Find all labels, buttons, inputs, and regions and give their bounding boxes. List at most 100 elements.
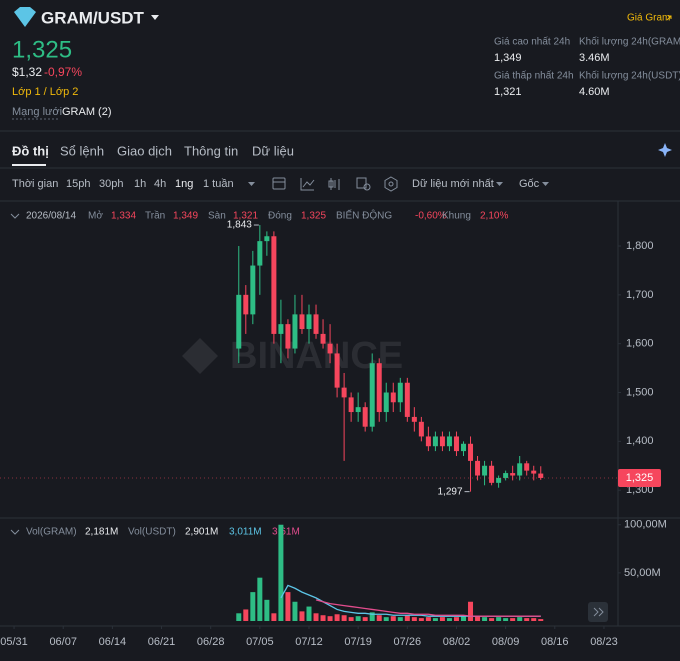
volume-bar bbox=[404, 615, 410, 621]
legend-value: 1,321 bbox=[233, 211, 258, 222]
volume-bar bbox=[362, 617, 368, 621]
legend-label: Đóng bbox=[268, 211, 292, 222]
interval[interactable]: 1h bbox=[134, 178, 146, 190]
tab[interactable]: Đồ thị bbox=[12, 143, 49, 158]
candle-body bbox=[489, 465, 495, 483]
x-tick-label: 07/26 bbox=[394, 636, 422, 648]
candle-body bbox=[362, 407, 368, 427]
volume-bar bbox=[327, 616, 333, 621]
volume-bar bbox=[243, 609, 249, 621]
candle-body bbox=[243, 294, 249, 315]
x-tick-label: 08/16 bbox=[541, 636, 569, 648]
volume-bar bbox=[271, 613, 277, 621]
y-tick-label: 1,600 bbox=[626, 338, 654, 350]
layer[interactable]: Lớp 1 / Lớp 2 bbox=[12, 86, 78, 98]
volume-bar bbox=[510, 618, 516, 621]
stat-label: Giá cao nhất 24h bbox=[494, 36, 570, 48]
volume-bar bbox=[313, 613, 319, 621]
candle-body bbox=[524, 463, 530, 471]
origin[interactable]: Gốc bbox=[519, 178, 540, 190]
x-tick-label: 06/14 bbox=[99, 636, 127, 648]
candle-body bbox=[425, 436, 431, 447]
volume-bar bbox=[236, 613, 242, 621]
candle-body bbox=[292, 314, 298, 349]
candle-body bbox=[482, 465, 488, 476]
candle-body bbox=[496, 477, 502, 483]
vol-value: 2,181M bbox=[85, 527, 118, 538]
candle-body bbox=[236, 294, 242, 349]
volume-bar bbox=[257, 577, 263, 621]
legend-value: 1,349 bbox=[173, 211, 198, 222]
x-tick-label: 08/02 bbox=[443, 636, 471, 648]
pair-dropdown[interactable] bbox=[151, 15, 159, 20]
tab[interactable]: Dữ liệu bbox=[252, 143, 294, 158]
volume-bar bbox=[397, 617, 403, 621]
candle-body bbox=[411, 416, 417, 422]
tab[interactable]: Giao dịch bbox=[117, 143, 172, 158]
volume-bar bbox=[341, 615, 347, 621]
legend-value: 1,334 bbox=[111, 211, 136, 222]
volume-bar bbox=[390, 616, 396, 621]
vol-value: 2,901M bbox=[185, 527, 218, 538]
legend-label: Mở bbox=[88, 210, 103, 222]
network-label: Mạng lưới bbox=[12, 106, 62, 118]
legend-value: 2,10% bbox=[480, 211, 508, 222]
candle-body bbox=[376, 363, 382, 413]
tab[interactable]: Sổ lệnh bbox=[60, 143, 104, 158]
ai-icon[interactable] bbox=[658, 143, 672, 157]
x-tick-label: 08/23 bbox=[590, 636, 618, 648]
candle-body bbox=[355, 407, 361, 413]
tab-indicator bbox=[12, 164, 46, 166]
collapse[interactable] bbox=[10, 529, 20, 535]
legend-label: Trần bbox=[145, 210, 165, 222]
volume-bar bbox=[418, 618, 424, 621]
annotation: 1,843 bbox=[227, 220, 252, 231]
legend-value: -0,60% bbox=[415, 211, 447, 222]
y-tick-label: 1,500 bbox=[626, 386, 654, 398]
volume-bar bbox=[482, 617, 488, 621]
candle-body bbox=[517, 463, 523, 476]
candle-body bbox=[327, 343, 333, 354]
x-tick-label: 07/19 bbox=[344, 636, 372, 648]
tool-icons[interactable] bbox=[272, 176, 398, 192]
volume-bar bbox=[411, 617, 417, 621]
data-mode[interactable]: Dữ liệu mới nhất bbox=[412, 178, 494, 190]
volume-bar bbox=[355, 616, 361, 621]
candle-body bbox=[397, 382, 403, 403]
coin-logo bbox=[14, 7, 36, 27]
tab[interactable]: Thông tin bbox=[184, 143, 238, 158]
legend-label: BIẾN ĐỘNG bbox=[336, 209, 392, 222]
volume-bar bbox=[453, 617, 459, 621]
network: GRAM (2) bbox=[62, 106, 112, 118]
legend-date: 2026/08/14 bbox=[26, 211, 76, 222]
collapse[interactable] bbox=[10, 213, 20, 219]
volume-bar bbox=[468, 601, 474, 621]
candle-body bbox=[250, 265, 256, 315]
candle-body bbox=[432, 436, 438, 447]
pair[interactable]: GRAM/USDT bbox=[41, 8, 145, 27]
interval[interactable]: 30ph bbox=[99, 178, 123, 190]
legend-label: Khung bbox=[442, 211, 471, 222]
volume-bar bbox=[538, 619, 544, 621]
volume-bar bbox=[376, 615, 382, 621]
volume-bar bbox=[503, 618, 509, 621]
interval[interactable]: 4h bbox=[154, 178, 166, 190]
dropdown[interactable] bbox=[248, 182, 255, 186]
candle-body bbox=[257, 241, 263, 266]
candle-body bbox=[503, 473, 509, 478]
dropdown[interactable] bbox=[542, 182, 549, 186]
interval[interactable]: 1 tuần bbox=[203, 178, 234, 190]
x-tick-label: 06/07 bbox=[49, 636, 77, 648]
interval-active[interactable]: 1ng bbox=[175, 178, 193, 190]
price-link[interactable]: Giá Gram bbox=[627, 13, 670, 24]
candle-body bbox=[390, 392, 396, 403]
dropdown[interactable] bbox=[496, 182, 503, 186]
volume-bar bbox=[306, 606, 312, 621]
volume-bar bbox=[496, 617, 502, 621]
candle-body bbox=[320, 333, 326, 344]
volume-bar bbox=[524, 618, 530, 621]
candle-body bbox=[285, 324, 291, 349]
interval[interactable]: Thời gian bbox=[12, 178, 58, 190]
interval[interactable]: 15ph bbox=[66, 178, 90, 190]
